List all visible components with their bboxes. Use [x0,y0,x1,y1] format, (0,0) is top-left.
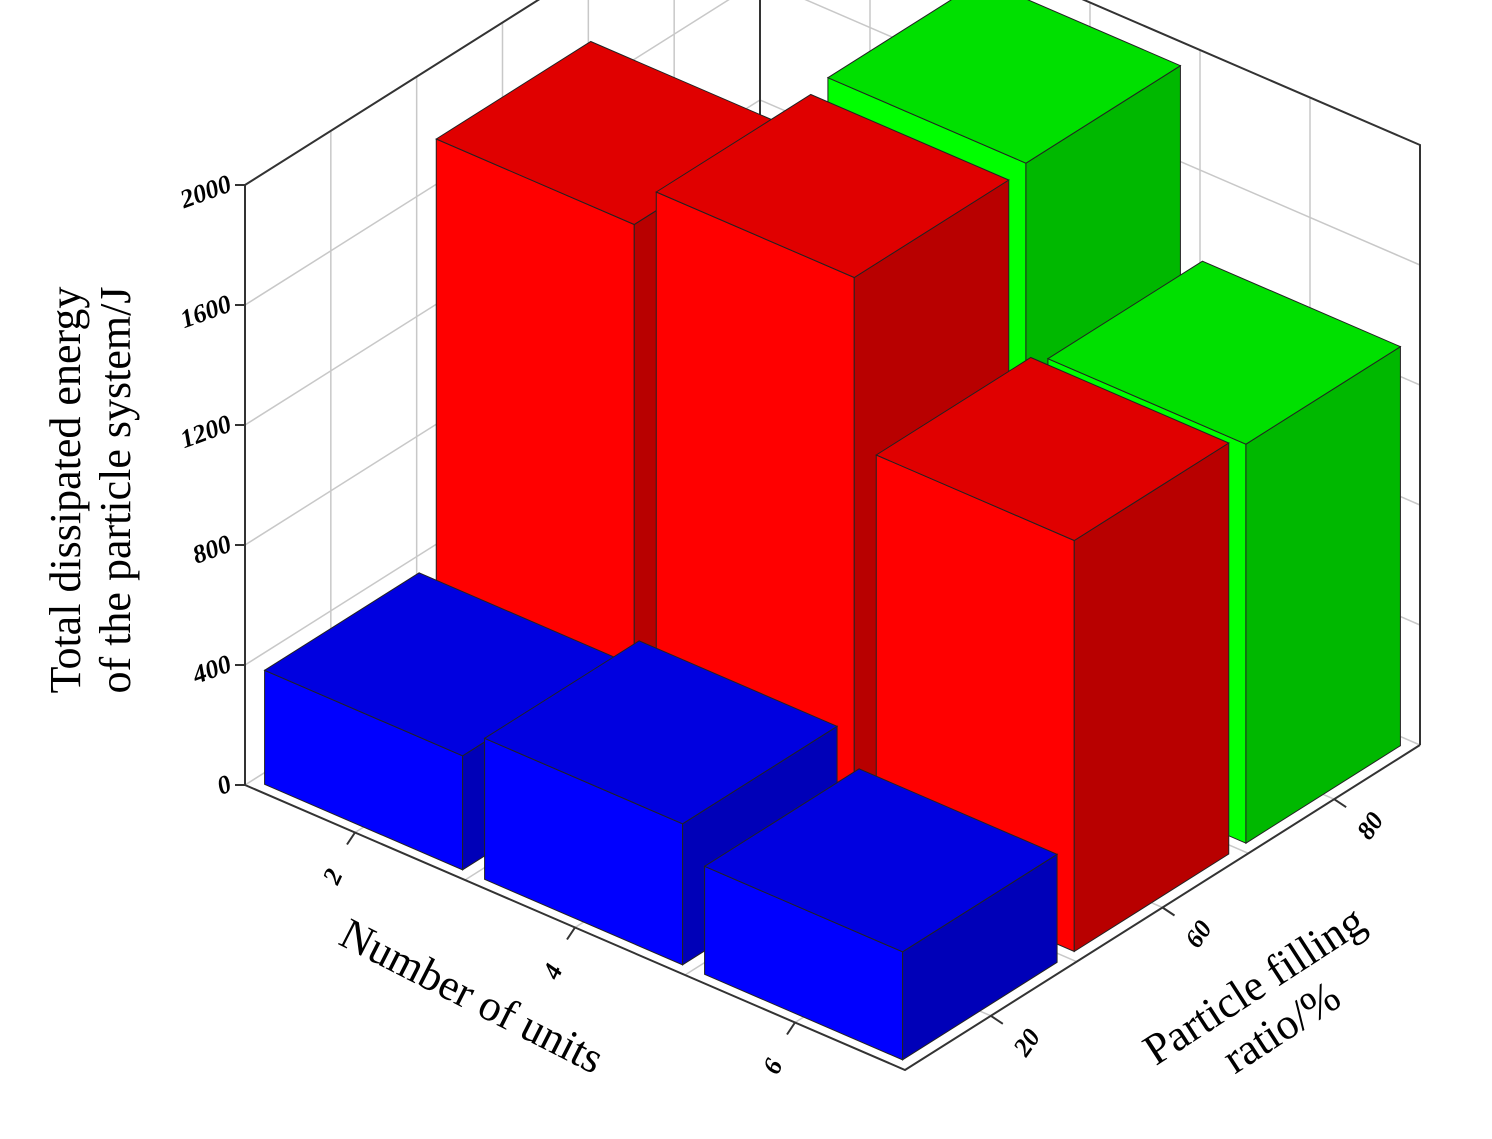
x-tick-label: 2 [316,864,348,889]
z-tick-label: 1600 [176,289,235,334]
z-axis-title: Total dissipated energyof the particle s… [41,287,140,694]
z-axis-title-line: of the particle system/J [91,287,140,694]
x-tick-label: 6 [757,1054,789,1078]
z-tick-label: 0 [213,769,235,801]
y-tick [1333,798,1347,808]
z-tick-label: 2000 [175,169,235,214]
z-tick-label: 400 [188,649,236,690]
y-tick [990,1015,1004,1025]
bar-top [703,768,1059,953]
y-tick-label: 20 [1007,1023,1046,1062]
y-tick-label: 80 [1351,807,1390,845]
x-tick [346,831,356,846]
bar [703,768,1059,1061]
bar-top [1046,260,1402,445]
z-tick-label: 800 [189,529,236,570]
y-axis-title: Particle fillingratio/% [1135,896,1401,1117]
bar-top [875,356,1230,542]
x-tick [786,1021,796,1036]
bar [875,356,1230,953]
bar-top [826,0,1182,164]
bar-top [655,93,1010,279]
y-tick-label: 60 [1179,915,1218,953]
x-tick-label: 4 [536,959,568,984]
bar-top [483,640,839,825]
x-tick [566,926,576,941]
z-axis-title-line: Total dissipated energy [41,287,90,694]
wall-frame [244,0,1421,745]
z-tick-label: 1200 [176,409,235,454]
y-tick [1161,906,1176,917]
